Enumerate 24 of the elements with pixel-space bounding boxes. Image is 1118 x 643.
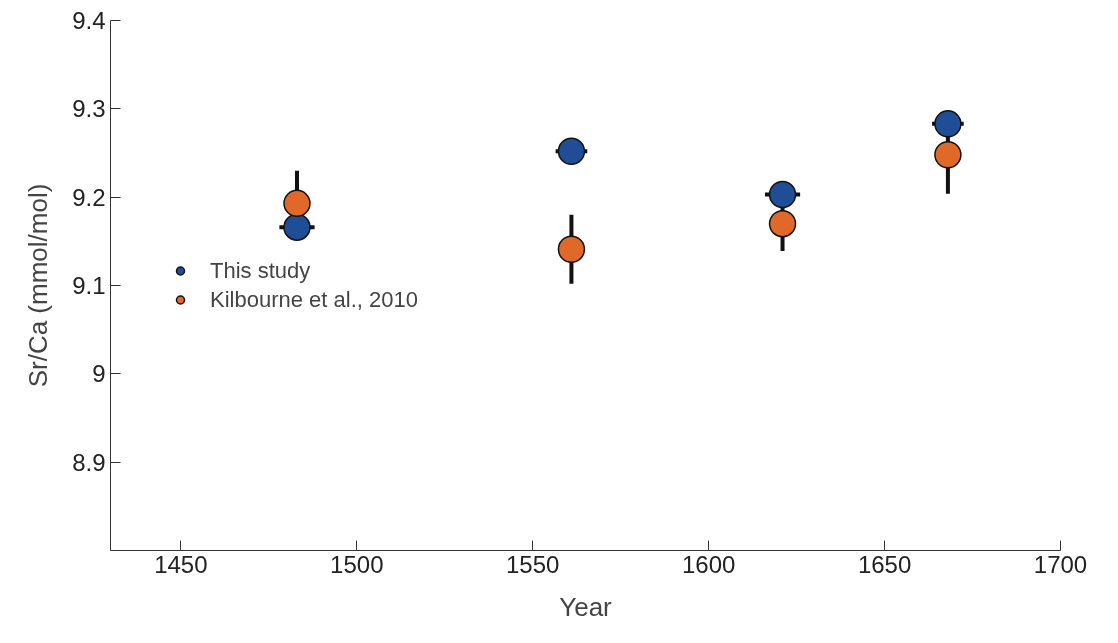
x-tick-label: 1700 <box>1033 550 1088 578</box>
x-axis-title: Year <box>559 591 613 622</box>
legend-label: Kilbourne et al., 2010 <box>210 286 418 313</box>
x-tick-label: 1450 <box>154 550 208 578</box>
y-tick-label: 9.2 <box>72 183 106 211</box>
point <box>934 141 962 169</box>
x-tick-label: 1550 <box>506 550 560 578</box>
point <box>768 180 797 209</box>
point <box>768 209 797 238</box>
y-tick-label: 9 <box>92 360 106 388</box>
point <box>283 189 311 218</box>
point <box>557 137 586 165</box>
x-tick-label: 1600 <box>681 550 736 578</box>
y-tick-label: 9.4 <box>72 7 106 34</box>
y-tick-label: 8.9 <box>72 448 106 476</box>
point <box>283 213 311 241</box>
y-axis-title: Sr/Ca (mmol/mol) <box>23 183 54 388</box>
point <box>557 235 586 264</box>
y-tick-label: 9.3 <box>72 95 106 123</box>
point <box>934 110 962 138</box>
x-tick-label: 1650 <box>857 550 912 578</box>
y-tick-label: 9.1 <box>72 272 106 299</box>
x-tick-label: 1500 <box>330 550 384 578</box>
legend-label: This study <box>210 257 311 284</box>
